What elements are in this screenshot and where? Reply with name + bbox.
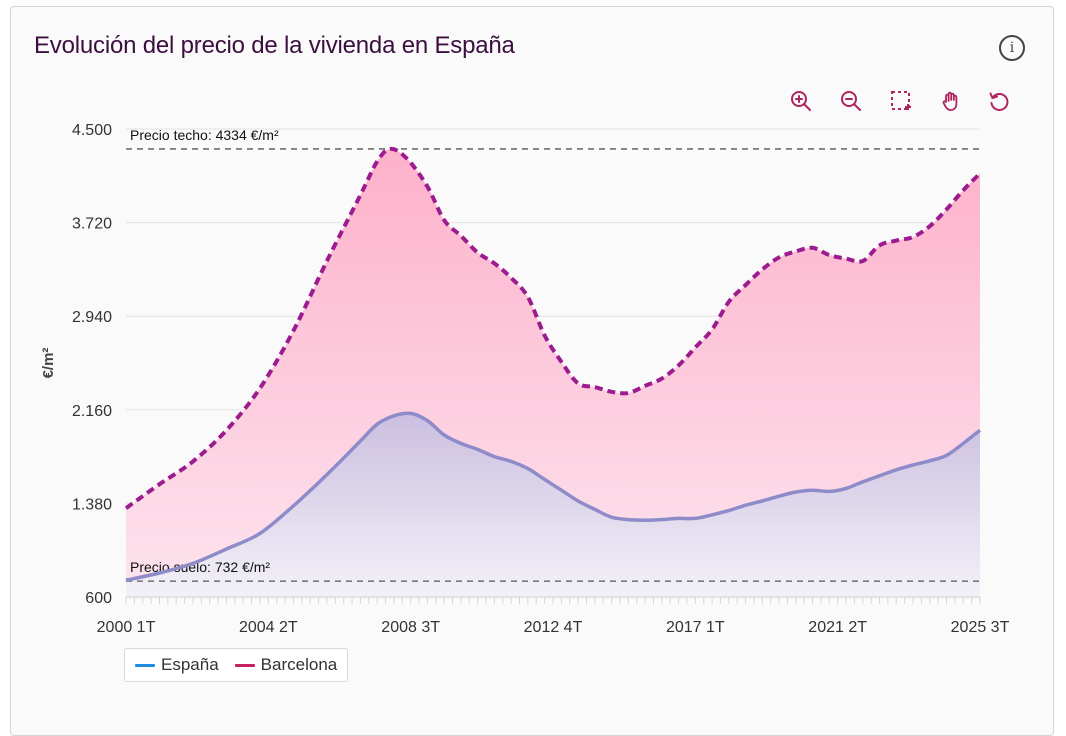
x-axis: 2000 1T 2004 2T 2008 3T 2012 4T 2017 1T 2021 … [97, 596, 1010, 636]
legend-label-espana: España [161, 655, 219, 674]
x-tick-label: 2021 2T [808, 619, 867, 636]
legend-swatch-barcelona [234, 663, 255, 667]
x-tick-label: 2000 1T [97, 619, 156, 636]
selection-zoom-icon[interactable] [888, 88, 914, 114]
line-barcelona [124, 146, 982, 510]
zoom-out-icon[interactable] [838, 88, 864, 114]
y-tick-label: 2.940 [72, 309, 112, 326]
legend-item-espana[interactable]: España [135, 655, 219, 675]
legend-item-barcelona[interactable]: Barcelona [234, 655, 338, 675]
y-tick-label: 4.500 [72, 122, 112, 139]
pan-hand-icon[interactable] [938, 88, 964, 114]
zoom-in-icon[interactable] [788, 88, 814, 114]
y-axis-label: €/m² [40, 348, 57, 379]
y-tick-label: 1.380 [72, 496, 112, 513]
page-title: Evolución del precio de la vivienda en E… [34, 32, 515, 59]
reset-icon[interactable] [986, 88, 1012, 114]
area-espana [126, 413, 980, 597]
y-tick-label: 3.720 [72, 216, 112, 233]
legend-swatch-espana [135, 663, 155, 667]
reference-line-label: Precio techo: 4334 €/m² [130, 127, 279, 143]
area-fills [126, 148, 980, 597]
info-icon[interactable]: i [999, 35, 1025, 61]
y-tick-label: 600 [85, 590, 112, 607]
series-lines [124, 146, 982, 582]
y-axis: 600 1.380 2.160 2.940 3.720 4.500 [72, 122, 112, 607]
x-tick-label: 2017 1T [666, 619, 725, 636]
x-tick-label: 2012 4T [524, 619, 583, 636]
x-tick-label: 2025 3T [951, 619, 1010, 636]
line-espana [125, 411, 982, 582]
x-tick-label: 2004 2T [239, 619, 298, 636]
chart-legend: España Barcelona [124, 648, 349, 682]
y-tick-label: 2.160 [72, 403, 112, 420]
x-tick-label: 2008 3T [381, 619, 440, 636]
legend-label-barcelona: Barcelona [260, 655, 338, 674]
